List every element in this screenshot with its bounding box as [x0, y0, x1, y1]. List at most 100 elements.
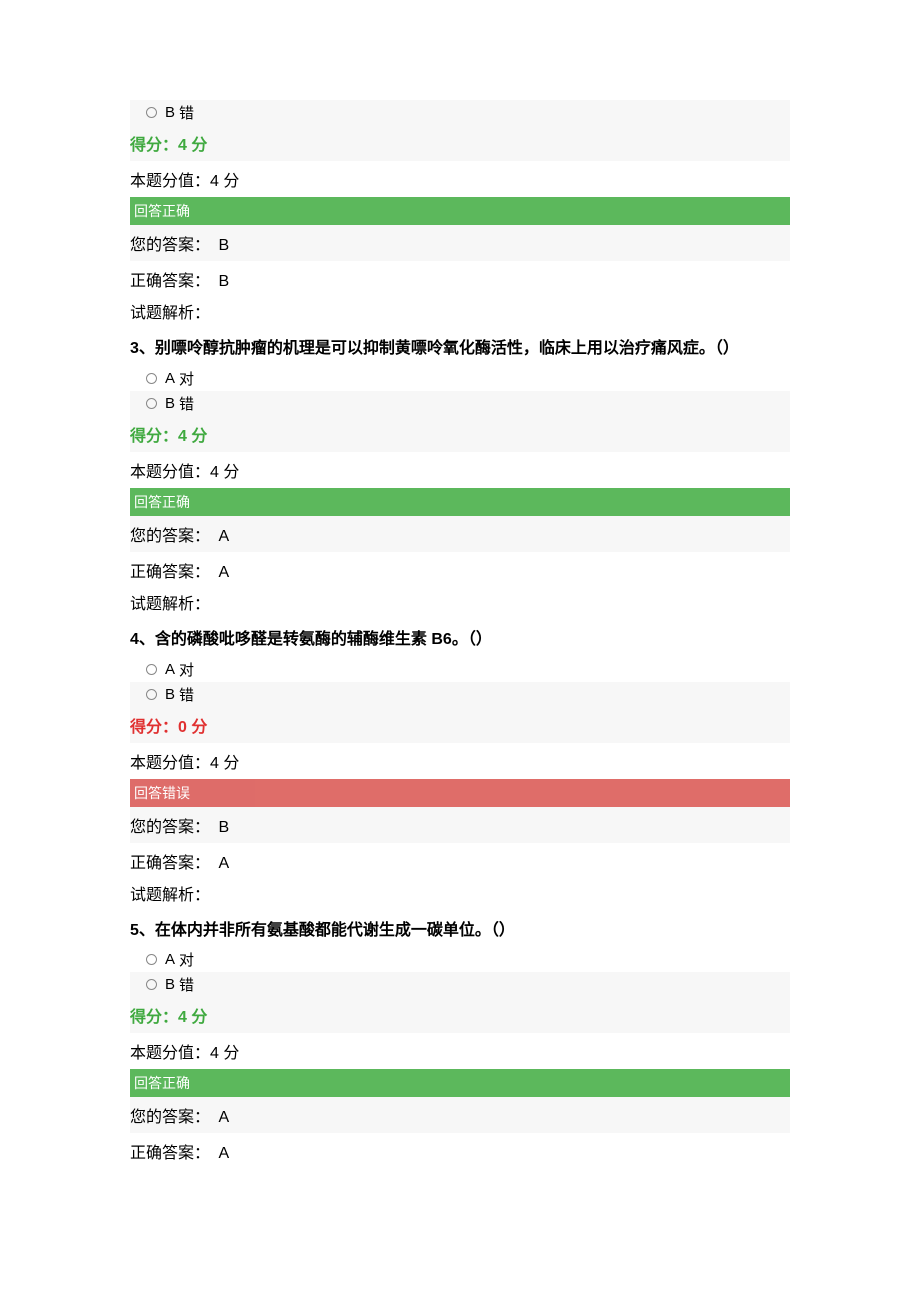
- option-text: 错: [179, 684, 194, 705]
- radio-icon: [146, 664, 157, 675]
- radio-icon: [146, 398, 157, 409]
- result-banner: 回答错误: [130, 779, 790, 807]
- correct-answer-value: B: [218, 273, 229, 290]
- question-body: 别嘌呤醇抗肿瘤的机理是可以抑制黄嘌呤氧化酶活性，临床上用以治疗痛风症。（）: [155, 340, 739, 357]
- option-text: 错: [179, 102, 194, 123]
- result-banner: 回答正确: [130, 1069, 790, 1097]
- option-text: 对: [179, 949, 194, 970]
- full-score-unit: 分: [223, 464, 239, 481]
- correct-answer-value: A: [218, 1145, 229, 1162]
- analysis-label: 试题解析：: [130, 887, 210, 904]
- analysis-line: 试题解析：: [130, 879, 790, 909]
- question-number: 5: [130, 922, 139, 939]
- radio-icon: [146, 373, 157, 384]
- result-banner: 回答正确: [130, 197, 790, 225]
- full-score-line: 本题分值：4 分: [130, 452, 790, 488]
- correct-answer-line: 正确答案： A: [130, 1133, 790, 1169]
- correct-answer-value: A: [218, 855, 229, 872]
- score-label: 得分：: [130, 719, 178, 736]
- full-score-line: 本题分值：4 分: [130, 161, 790, 197]
- your-answer-line: 您的答案： B: [130, 225, 790, 261]
- radio-icon: [146, 954, 157, 965]
- question-body: 在体内并非所有氨基酸都能代谢生成一碳单位。（）: [155, 922, 515, 939]
- option-text: 对: [179, 368, 194, 389]
- question-text: 3、别嘌呤醇抗肿瘤的机理是可以抑制黄嘌呤氧化酶活性，临床上用以治疗痛风症。（）: [130, 329, 790, 366]
- score-unit: 分: [191, 1009, 207, 1026]
- your-answer-label: 您的答案：: [130, 237, 210, 254]
- option-a-row[interactable]: A 对: [130, 657, 790, 682]
- score-unit: 分: [191, 719, 207, 736]
- full-score-value: 4: [210, 173, 219, 190]
- full-score-value: 4: [210, 464, 219, 481]
- your-answer-value: B: [218, 237, 229, 254]
- question-block: 4、含的磷酸吡哆醛是转氨酶的辅酶维生素 B6。（） A 对 B 错 得分：0 分…: [130, 620, 790, 909]
- score-unit: 分: [191, 428, 207, 445]
- your-answer-line: 您的答案： A: [130, 516, 790, 552]
- option-text: 错: [179, 393, 194, 414]
- your-answer-value: B: [218, 819, 229, 836]
- your-answer-label: 您的答案：: [130, 1109, 210, 1126]
- full-score-label: 本题分值：: [130, 173, 210, 190]
- option-a-row[interactable]: A 对: [130, 366, 790, 391]
- correct-answer-line: 正确答案： A: [130, 552, 790, 588]
- question-block: 3、别嘌呤醇抗肿瘤的机理是可以抑制黄嘌呤氧化酶活性，临床上用以治疗痛风症。（） …: [130, 329, 790, 618]
- option-b-row[interactable]: B 错: [130, 100, 790, 125]
- question-text: 4、含的磷酸吡哆醛是转氨酶的辅酶维生素 B6。（）: [130, 620, 790, 657]
- correct-answer-label: 正确答案：: [130, 855, 210, 872]
- option-b-row[interactable]: B 错: [130, 391, 790, 416]
- full-score-unit: 分: [223, 1045, 239, 1062]
- score-line: 得分：4 分: [130, 125, 790, 161]
- full-score-unit: 分: [223, 173, 239, 190]
- your-answer-line: 您的答案： A: [130, 1097, 790, 1133]
- radio-icon: [146, 979, 157, 990]
- option-a-row[interactable]: A 对: [130, 947, 790, 972]
- option-text: 错: [179, 974, 194, 995]
- correct-answer-label: 正确答案：: [130, 1145, 210, 1162]
- full-score-label: 本题分值：: [130, 1045, 210, 1062]
- option-b-row[interactable]: B 错: [130, 972, 790, 997]
- option-letter: A: [165, 370, 175, 387]
- question-number: 4: [130, 631, 139, 648]
- score-label: 得分：: [130, 137, 178, 154]
- correct-answer-line: 正确答案： B: [130, 261, 790, 297]
- option-text: 对: [179, 659, 194, 680]
- score-value: 4: [178, 1009, 187, 1026]
- radio-icon: [146, 107, 157, 118]
- score-line: 得分：0 分: [130, 707, 790, 743]
- option-letter: B: [165, 686, 175, 703]
- question-number: 3: [130, 340, 139, 357]
- score-value: 4: [178, 137, 187, 154]
- question-body: 含的磷酸吡哆醛是转氨酶的辅酶维生素 B6。（）: [155, 631, 492, 648]
- full-score-value: 4: [210, 755, 219, 772]
- your-answer-value: A: [218, 1109, 229, 1126]
- score-line: 得分：4 分: [130, 416, 790, 452]
- score-value: 4: [178, 428, 187, 445]
- full-score-label: 本题分值：: [130, 464, 210, 481]
- your-answer-label: 您的答案：: [130, 528, 210, 545]
- correct-answer-label: 正确答案：: [130, 564, 210, 581]
- correct-answer-value: A: [218, 564, 229, 581]
- option-letter: B: [165, 395, 175, 412]
- full-score-line: 本题分值：4 分: [130, 743, 790, 779]
- full-score-value: 4: [210, 1045, 219, 1062]
- correct-answer-line: 正确答案： A: [130, 843, 790, 879]
- analysis-line: 试题解析：: [130, 297, 790, 327]
- option-letter: B: [165, 976, 175, 993]
- score-line: 得分：4 分: [130, 997, 790, 1033]
- score-label: 得分：: [130, 1009, 178, 1026]
- your-answer-line: 您的答案： B: [130, 807, 790, 843]
- question-text: 5、在体内并非所有氨基酸都能代谢生成一碳单位。（）: [130, 911, 790, 948]
- full-score-label: 本题分值：: [130, 755, 210, 772]
- question-block: B 错 得分：4 分 本题分值：4 分 回答正确 您的答案： B 正确答案： B…: [130, 100, 790, 327]
- full-score-unit: 分: [223, 755, 239, 772]
- correct-answer-label: 正确答案：: [130, 273, 210, 290]
- your-answer-label: 您的答案：: [130, 819, 210, 836]
- option-b-row[interactable]: B 错: [130, 682, 790, 707]
- analysis-label: 试题解析：: [130, 596, 210, 613]
- full-score-line: 本题分值：4 分: [130, 1033, 790, 1069]
- analysis-line: 试题解析：: [130, 588, 790, 618]
- option-letter: B: [165, 104, 175, 121]
- score-unit: 分: [191, 137, 207, 154]
- score-label: 得分：: [130, 428, 178, 445]
- option-letter: A: [165, 661, 175, 678]
